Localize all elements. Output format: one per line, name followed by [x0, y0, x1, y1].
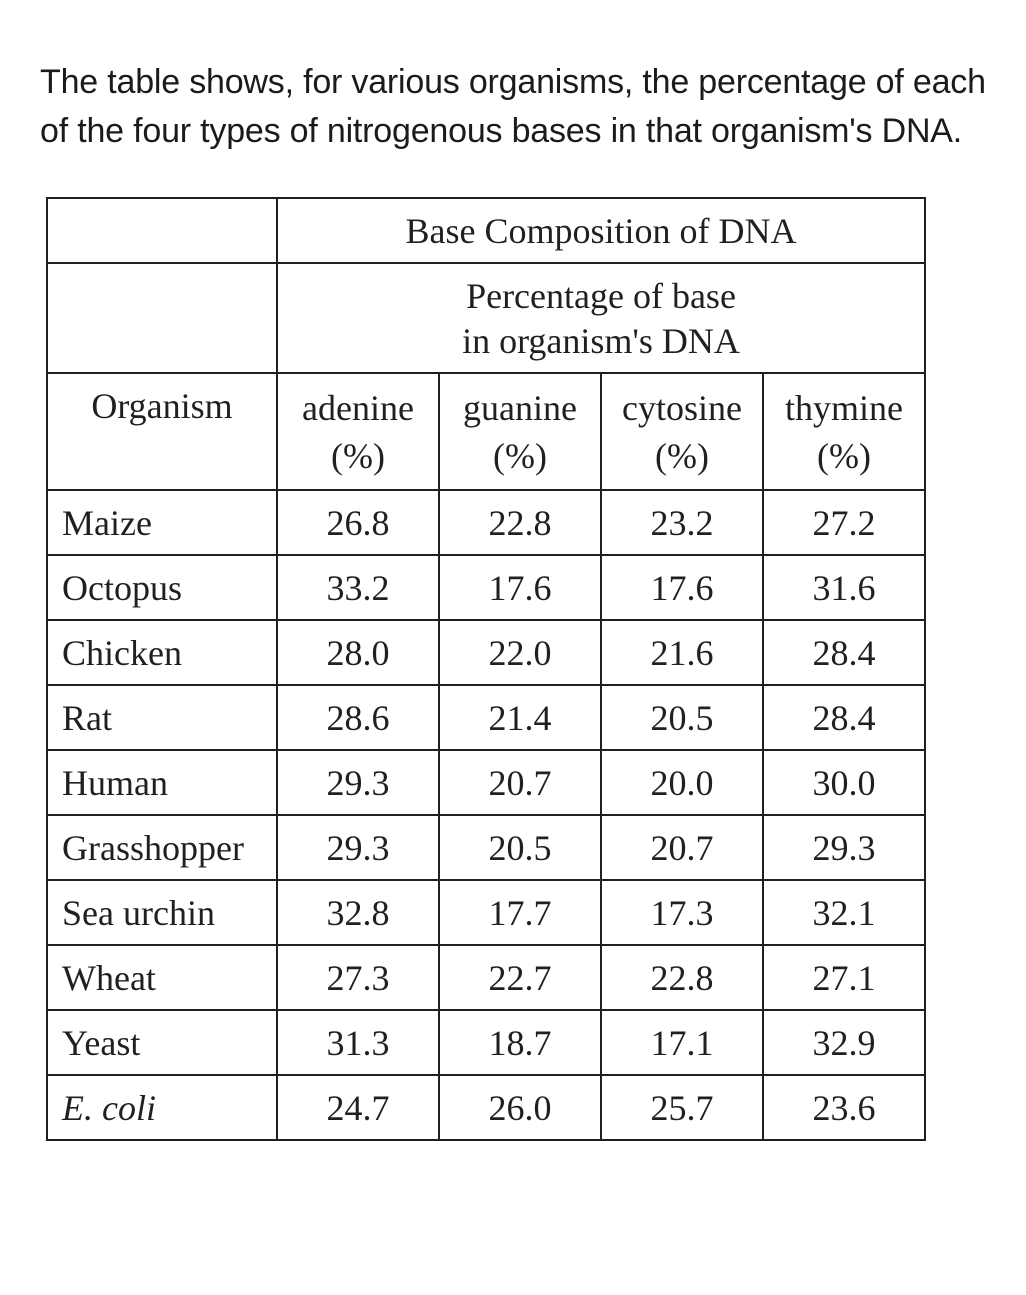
organism-cell: E. coli — [47, 1075, 277, 1140]
value-cell: 32.9 — [763, 1010, 925, 1075]
value-cell: 21.4 — [439, 685, 601, 750]
adenine-column-header: adenine (%) — [277, 373, 439, 490]
value-cell: 33.2 — [277, 555, 439, 620]
organism-column-header: Organism — [47, 373, 277, 490]
table-row: Chicken28.022.021.628.4 — [47, 620, 925, 685]
organism-cell: Grasshopper — [47, 815, 277, 880]
value-cell: 20.7 — [601, 815, 763, 880]
base-name: cytosine — [622, 388, 742, 428]
organism-cell: Octopus — [47, 555, 277, 620]
value-cell: 28.4 — [763, 685, 925, 750]
value-cell: 22.8 — [601, 945, 763, 1010]
value-cell: 23.2 — [601, 490, 763, 555]
value-cell: 18.7 — [439, 1010, 601, 1075]
organism-cell: Yeast — [47, 1010, 277, 1075]
blank-corner-cell — [47, 263, 277, 373]
organism-cell: Chicken — [47, 620, 277, 685]
value-cell: 20.7 — [439, 750, 601, 815]
value-cell: 24.7 — [277, 1075, 439, 1140]
value-cell: 17.6 — [439, 555, 601, 620]
value-cell: 25.7 — [601, 1075, 763, 1140]
value-cell: 27.1 — [763, 945, 925, 1010]
value-cell: 17.7 — [439, 880, 601, 945]
base-unit: (%) — [493, 436, 547, 476]
value-cell: 23.6 — [763, 1075, 925, 1140]
value-cell: 28.6 — [277, 685, 439, 750]
value-cell: 32.8 — [277, 880, 439, 945]
value-cell: 17.3 — [601, 880, 763, 945]
table-title: Base Composition of DNA — [277, 198, 925, 263]
value-cell: 28.0 — [277, 620, 439, 685]
table-row: Wheat27.322.722.827.1 — [47, 945, 925, 1010]
organism-cell: Maize — [47, 490, 277, 555]
value-cell: 17.1 — [601, 1010, 763, 1075]
value-cell: 29.3 — [277, 815, 439, 880]
organism-cell: Rat — [47, 685, 277, 750]
value-cell: 22.7 — [439, 945, 601, 1010]
value-cell: 26.8 — [277, 490, 439, 555]
column-header-row: Organism adenine (%) guanine (%) cytosin… — [47, 373, 925, 490]
intro-paragraph: The table shows, for various organisms, … — [40, 58, 986, 157]
value-cell: 29.3 — [277, 750, 439, 815]
base-name: adenine — [302, 388, 414, 428]
value-cell: 17.6 — [601, 555, 763, 620]
organism-cell: Human — [47, 750, 277, 815]
value-cell: 28.4 — [763, 620, 925, 685]
value-cell: 20.5 — [439, 815, 601, 880]
value-cell: 27.2 — [763, 490, 925, 555]
blank-corner-cell — [47, 198, 277, 263]
base-name: guanine — [463, 388, 577, 428]
value-cell: 29.3 — [763, 815, 925, 880]
organism-cell: Sea urchin — [47, 880, 277, 945]
value-cell: 26.0 — [439, 1075, 601, 1140]
table-row: Maize26.822.823.227.2 — [47, 490, 925, 555]
organism-cell: Wheat — [47, 945, 277, 1010]
table-row: E. coli24.726.025.723.6 — [47, 1075, 925, 1140]
value-cell: 31.3 — [277, 1010, 439, 1075]
table-row: Rat28.621.420.528.4 — [47, 685, 925, 750]
base-name: thymine — [785, 388, 903, 428]
thymine-column-header: thymine (%) — [763, 373, 925, 490]
value-cell: 20.5 — [601, 685, 763, 750]
table-row: Sea urchin32.817.717.332.1 — [47, 880, 925, 945]
percentage-header: Percentage of base in organism's DNA — [277, 263, 925, 373]
cytosine-column-header: cytosine (%) — [601, 373, 763, 490]
value-cell: 30.0 — [763, 750, 925, 815]
table-row: Octopus33.217.617.631.6 — [47, 555, 925, 620]
value-cell: 27.3 — [277, 945, 439, 1010]
dna-base-composition-table: Base Composition of DNA Percentage of ba… — [46, 197, 926, 1141]
table-row: Yeast31.318.717.132.9 — [47, 1010, 925, 1075]
value-cell: 20.0 — [601, 750, 763, 815]
table-body: Maize26.822.823.227.2Octopus33.217.617.6… — [47, 490, 925, 1140]
table-row: Human29.320.720.030.0 — [47, 750, 925, 815]
value-cell: 22.0 — [439, 620, 601, 685]
percentage-header-line1: Percentage of base — [466, 276, 736, 316]
value-cell: 32.1 — [763, 880, 925, 945]
value-cell: 22.8 — [439, 490, 601, 555]
table-row: Grasshopper29.320.520.729.3 — [47, 815, 925, 880]
value-cell: 31.6 — [763, 555, 925, 620]
base-unit: (%) — [655, 436, 709, 476]
base-unit: (%) — [331, 436, 385, 476]
guanine-column-header: guanine (%) — [439, 373, 601, 490]
percentage-header-line2: in organism's DNA — [462, 321, 740, 361]
value-cell: 21.6 — [601, 620, 763, 685]
base-unit: (%) — [817, 436, 871, 476]
